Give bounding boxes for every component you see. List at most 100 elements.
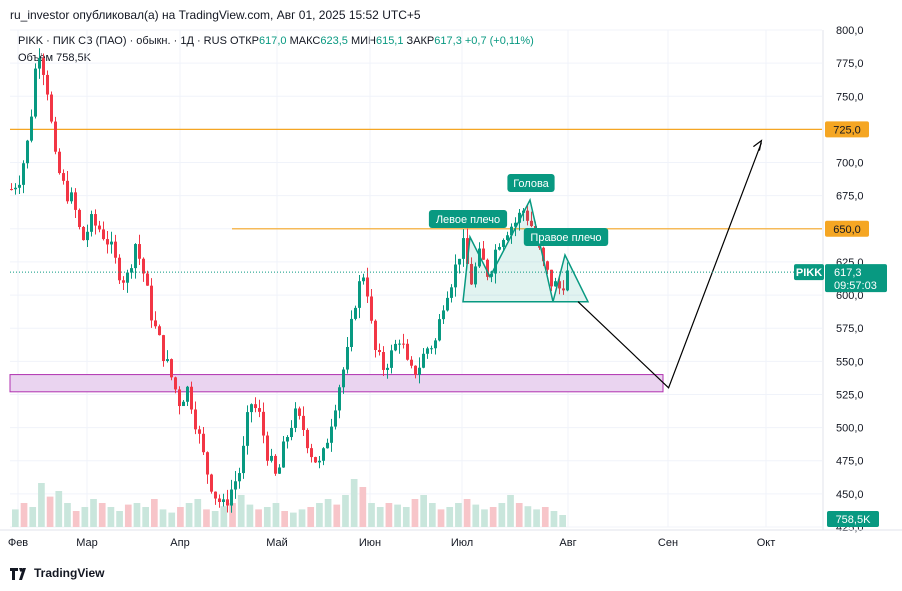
price-tick-label: 700,0 <box>836 158 864 170</box>
ohlc-legend: PIKK · ПИК СЗ (ПАО) · обыкн. · 1Д · RUS … <box>18 35 534 47</box>
symbol-info[interactable]: PIKK · ПИК СЗ (ПАО) · обыкн. · 1Д · RUS <box>18 35 227 47</box>
publisher-bar: ru_investor опубликовал(а) на TradingVie… <box>0 0 902 28</box>
last-volume-badge <box>827 511 879 527</box>
candle-body <box>282 441 285 468</box>
candle-body <box>502 239 505 247</box>
candle-body <box>446 297 449 311</box>
volume-bar <box>376 507 384 527</box>
candle-body <box>450 287 453 298</box>
volume-bar <box>316 503 323 527</box>
candle-body <box>150 285 153 321</box>
candle-body <box>70 192 73 202</box>
price-tick-label: 675,0 <box>836 191 864 203</box>
volume-bar <box>481 509 488 527</box>
candle-body <box>74 192 77 210</box>
candle-body <box>462 238 465 259</box>
volume-bar <box>489 507 497 527</box>
candle-body <box>366 277 369 297</box>
candle-body <box>434 340 437 349</box>
candle-body <box>306 429 309 449</box>
open-value: 617,0 <box>259 35 287 47</box>
candle-body <box>26 140 29 164</box>
volume-bar <box>12 509 19 527</box>
candle-body <box>94 214 97 226</box>
candle-body <box>58 151 61 174</box>
candle-body <box>38 58 41 69</box>
volume-bar <box>498 503 506 527</box>
volume-bar <box>133 503 141 527</box>
open-label: ОТКР <box>229 35 260 47</box>
candle-body <box>530 220 533 227</box>
candle-body <box>102 229 105 240</box>
time-tick-label: Июн <box>359 537 381 549</box>
candle-body <box>98 225 101 230</box>
candle-body <box>170 359 173 378</box>
candle-body <box>418 367 421 375</box>
candle-body <box>182 401 185 407</box>
volume-bar <box>272 503 280 527</box>
candle-body <box>50 94 53 122</box>
candle-body <box>34 68 37 117</box>
axis-badges: 725,0 650,0 PIKK 617,309:57:03 758,5K <box>10 121 887 527</box>
volume-bar <box>463 499 471 527</box>
volume-bar <box>255 509 262 527</box>
candle-body <box>314 457 317 463</box>
candle-body <box>130 268 133 273</box>
volume-bar <box>159 509 167 527</box>
candle-body <box>30 116 33 141</box>
candle-body <box>514 222 517 227</box>
volume-bar <box>229 503 236 527</box>
volume-bar <box>72 511 80 527</box>
candle-body <box>82 226 85 241</box>
candle-body <box>354 307 357 319</box>
volume-bar <box>368 503 375 527</box>
volume-bar <box>541 507 549 527</box>
candle-body <box>398 343 401 345</box>
candle-body <box>142 258 145 274</box>
volume-bar <box>533 509 540 527</box>
candle-body <box>546 261 549 270</box>
volume-bar <box>385 503 393 527</box>
volume-bar <box>342 495 349 527</box>
volume-bar <box>20 503 28 527</box>
candle-body <box>466 238 469 264</box>
candle-body <box>422 353 425 368</box>
volume-bar <box>359 487 367 527</box>
volume-bars <box>12 479 566 527</box>
candle-body <box>454 264 457 288</box>
candle-body <box>66 180 69 202</box>
volume-bar <box>472 504 480 527</box>
candle-body <box>394 343 397 351</box>
volume-bar <box>211 511 219 527</box>
candle-body <box>154 320 157 327</box>
time-tick-label: Авг <box>559 537 576 549</box>
candle-body <box>210 474 213 492</box>
candle-body <box>330 426 333 443</box>
price-tick-label: 475,0 <box>836 456 864 468</box>
volume-bar <box>194 499 202 527</box>
level-price-label: 725,0 <box>833 124 861 136</box>
close-value: 617,3 <box>434 35 462 47</box>
high-value: 623,5 <box>320 35 348 47</box>
tradingview-logo[interactable]: TradingView <box>10 566 104 580</box>
candle-body <box>174 377 177 390</box>
time-tick-label: Апр <box>170 537 189 549</box>
price-tick-label: 750,0 <box>836 91 864 103</box>
last-price-countdown: 09:57:03 <box>834 280 877 292</box>
volume-bar <box>220 506 228 527</box>
volume-bar <box>90 499 97 527</box>
candle-body <box>382 352 385 370</box>
candle-body <box>190 386 193 410</box>
candle-body <box>10 189 13 191</box>
candle-body <box>442 310 445 320</box>
candle-body <box>542 247 545 262</box>
candle-body <box>110 241 113 245</box>
candle-body <box>310 448 313 458</box>
volume-bar <box>107 507 115 527</box>
volume-bar <box>324 499 332 527</box>
volume-bar <box>237 495 245 527</box>
volume-bar <box>55 491 63 527</box>
candle-body <box>218 498 221 503</box>
candle-body <box>406 343 409 360</box>
